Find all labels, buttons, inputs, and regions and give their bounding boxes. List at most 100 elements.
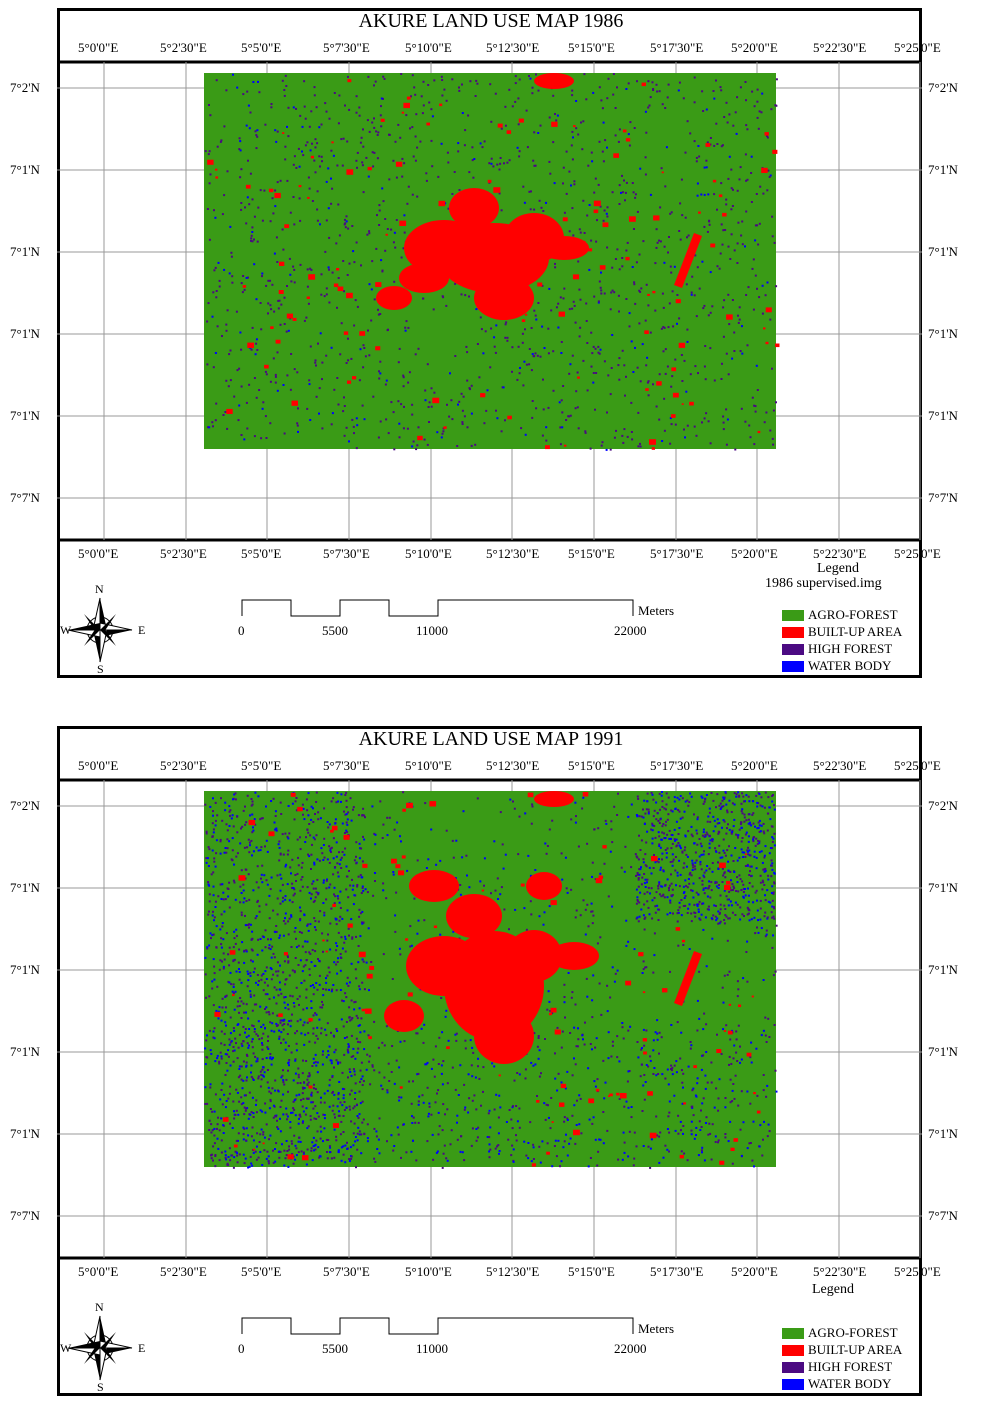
left-latitude-label: 7°1'N bbox=[10, 1044, 40, 1060]
top-longitude-label: 5°22'30"E bbox=[813, 40, 866, 56]
scale-unit: Meters bbox=[638, 1321, 674, 1337]
legend-swatch bbox=[782, 1345, 804, 1356]
right-latitude-label: 7°2'N bbox=[928, 798, 958, 814]
bottom-longitude-label: 5°15'0"E bbox=[568, 1264, 615, 1280]
compass-n-label: N bbox=[95, 582, 104, 597]
left-latitude-label: 7°7'N bbox=[10, 1208, 40, 1224]
scale-label: 11000 bbox=[416, 1341, 448, 1357]
legend-label: HIGH FOREST bbox=[808, 641, 892, 657]
bottom-longitude-label: 5°12'30"E bbox=[486, 1264, 539, 1280]
legend-label: BUILT-UP AREA bbox=[808, 1342, 902, 1358]
top-longitude-label: 5°10'0"E bbox=[405, 40, 452, 56]
legend-item: HIGH FOREST bbox=[782, 1359, 892, 1375]
legend-swatch bbox=[782, 1362, 804, 1373]
top-longitude-label: 5°7'30"E bbox=[323, 40, 370, 56]
top-longitude-label: 5°0'0"E bbox=[78, 758, 118, 774]
legend-item: WATER BODY bbox=[782, 1376, 891, 1392]
right-latitude-label: 7°1'N bbox=[928, 1126, 958, 1142]
top-longitude-label: 5°25'0"E bbox=[894, 40, 941, 56]
bottom-longitude-label: 5°22'30"E bbox=[813, 1264, 866, 1280]
scale-label: 22000 bbox=[614, 1341, 647, 1357]
legend-item: BUILT-UP AREA bbox=[782, 624, 902, 640]
legend-title: Legend bbox=[812, 1282, 854, 1298]
top-longitude-label: 5°0'0"E bbox=[78, 40, 118, 56]
bottom-longitude-label: 5°10'0"E bbox=[405, 1264, 452, 1280]
right-latitude-label: 7°1'N bbox=[928, 244, 958, 260]
landuse-raster bbox=[204, 73, 780, 451]
top-longitude-label: 5°12'30"E bbox=[486, 40, 539, 56]
legend-item: HIGH FOREST bbox=[782, 641, 892, 657]
bottom-longitude-label: 5°17'30"E bbox=[650, 546, 703, 562]
bottom-longitude-label: 5°12'30"E bbox=[486, 546, 539, 562]
left-latitude-label: 7°1'N bbox=[10, 1126, 40, 1142]
right-latitude-label: 7°7'N bbox=[928, 1208, 958, 1224]
bottom-longitude-label: 5°7'30"E bbox=[323, 1264, 370, 1280]
scale-label: 0 bbox=[238, 623, 245, 639]
bottom-longitude-label: 5°15'0"E bbox=[568, 546, 615, 562]
scale-label: 11000 bbox=[416, 623, 448, 639]
right-latitude-label: 7°2'N bbox=[928, 80, 958, 96]
compass-e-label: E bbox=[138, 1341, 145, 1356]
legend-subtitle: 1986 supervised.img bbox=[765, 576, 882, 592]
compass-rose-icon bbox=[68, 1316, 132, 1380]
top-longitude-label: 5°15'0"E bbox=[568, 758, 615, 774]
scale-label: 22000 bbox=[614, 623, 647, 639]
left-latitude-label: 7°7'N bbox=[10, 490, 40, 506]
legend-swatch bbox=[782, 644, 804, 655]
compass-rose-icon bbox=[68, 598, 132, 662]
legend-label: HIGH FOREST bbox=[808, 1359, 892, 1375]
top-longitude-label: 5°22'30"E bbox=[813, 758, 866, 774]
top-longitude-label: 5°7'30"E bbox=[323, 758, 370, 774]
bottom-longitude-label: 5°0'0"E bbox=[78, 546, 118, 562]
legend-label: AGRO-FOREST bbox=[808, 607, 898, 623]
scale-label: 5500 bbox=[322, 623, 348, 639]
bottom-longitude-label: 5°2'30"E bbox=[160, 1264, 207, 1280]
top-longitude-label: 5°15'0"E bbox=[568, 40, 615, 56]
right-latitude-label: 7°1'N bbox=[928, 408, 958, 424]
top-longitude-label: 5°12'30"E bbox=[486, 758, 539, 774]
map-canvas bbox=[0, 718, 982, 1408]
bottom-longitude-label: 5°5'0"E bbox=[241, 546, 281, 562]
legend-title: Legend bbox=[817, 561, 859, 577]
right-latitude-label: 7°7'N bbox=[928, 490, 958, 506]
compass-e-label: E bbox=[138, 623, 145, 638]
legend-swatch bbox=[782, 661, 804, 672]
legend-label: WATER BODY bbox=[808, 1376, 891, 1392]
left-latitude-label: 7°1'N bbox=[10, 962, 40, 978]
bottom-longitude-label: 5°20'0"E bbox=[731, 546, 778, 562]
legend-item: AGRO-FOREST bbox=[782, 607, 898, 623]
bottom-longitude-label: 5°22'30"E bbox=[813, 546, 866, 562]
legend-swatch bbox=[782, 627, 804, 638]
scale-label: 0 bbox=[238, 1341, 245, 1357]
scale-unit: Meters bbox=[638, 603, 674, 619]
bottom-longitude-label: 5°25'0"E bbox=[894, 546, 941, 562]
left-latitude-label: 7°1'N bbox=[10, 244, 40, 260]
compass-w-label: W bbox=[60, 623, 71, 638]
bottom-longitude-label: 5°2'30"E bbox=[160, 546, 207, 562]
top-longitude-label: 5°5'0"E bbox=[241, 40, 281, 56]
scale-bar bbox=[242, 600, 633, 616]
legend-swatch bbox=[782, 1328, 804, 1339]
top-longitude-label: 5°20'0"E bbox=[731, 758, 778, 774]
legend-item: BUILT-UP AREA bbox=[782, 1342, 902, 1358]
right-latitude-label: 7°1'N bbox=[928, 962, 958, 978]
bottom-longitude-label: 5°25'0"E bbox=[894, 1264, 941, 1280]
bottom-longitude-label: 5°7'30"E bbox=[323, 546, 370, 562]
legend-swatch bbox=[782, 610, 804, 621]
legend-swatch bbox=[782, 1379, 804, 1390]
top-longitude-label: 5°2'30"E bbox=[160, 758, 207, 774]
top-longitude-label: 5°10'0"E bbox=[405, 758, 452, 774]
compass-n-label: N bbox=[95, 1300, 104, 1315]
compass-s-label: S bbox=[97, 662, 104, 677]
left-latitude-label: 7°1'N bbox=[10, 880, 40, 896]
top-longitude-label: 5°20'0"E bbox=[731, 40, 778, 56]
top-longitude-label: 5°2'30"E bbox=[160, 40, 207, 56]
right-latitude-label: 7°1'N bbox=[928, 162, 958, 178]
left-latitude-label: 7°2'N bbox=[10, 798, 40, 814]
top-longitude-label: 5°17'30"E bbox=[650, 40, 703, 56]
scale-label: 5500 bbox=[322, 1341, 348, 1357]
top-longitude-label: 5°5'0"E bbox=[241, 758, 281, 774]
right-latitude-label: 7°1'N bbox=[928, 880, 958, 896]
